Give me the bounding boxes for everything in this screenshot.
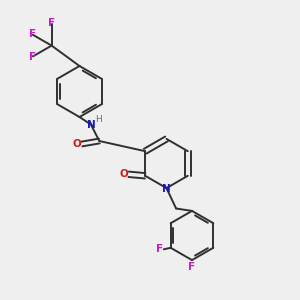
Text: F: F: [48, 18, 55, 28]
Text: H: H: [95, 116, 101, 124]
Text: F: F: [28, 29, 36, 39]
Text: F: F: [28, 52, 36, 62]
Text: N: N: [86, 119, 95, 130]
Text: F: F: [188, 262, 196, 272]
Text: F: F: [156, 244, 163, 254]
Text: O: O: [119, 169, 128, 179]
Text: O: O: [73, 139, 82, 149]
Text: N: N: [162, 184, 171, 194]
